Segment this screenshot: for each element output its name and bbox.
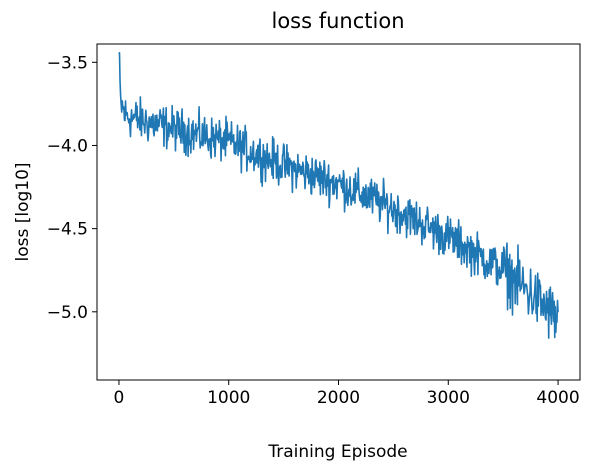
y-tick-label: −3.5: [47, 53, 88, 73]
y-axis-label: loss [log10]: [13, 162, 33, 261]
y-tick-label: −5.0: [47, 303, 88, 323]
chart-title: loss function: [271, 9, 404, 33]
y-tick-label: −4.5: [47, 220, 88, 240]
y-tick-label: −4.0: [47, 136, 88, 156]
x-axis: 0 1000 2000 3000 4000: [114, 380, 580, 408]
x-tick-label: 2000: [317, 388, 360, 408]
x-tick-label: 1000: [207, 388, 250, 408]
plot-series: [118, 52, 559, 339]
x-axis-label: Training Episode: [267, 442, 407, 462]
loss-line: [118, 52, 559, 339]
x-tick-label: 0: [114, 388, 125, 408]
x-tick-label: 3000: [427, 388, 470, 408]
x-tick-label: 4000: [536, 388, 579, 408]
plot-frame: [96, 43, 581, 381]
y-axis: −5.0 −4.5 −4.0 −3.5: [47, 53, 97, 323]
